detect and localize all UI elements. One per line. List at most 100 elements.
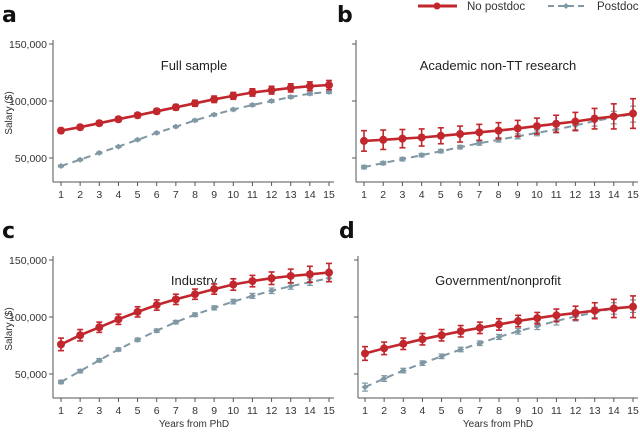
x-tick-label: 14 <box>304 189 316 201</box>
x-tick-label: 9 <box>211 405 217 417</box>
x-tick-label: 9 <box>515 189 521 201</box>
x-tick-label: 15 <box>627 405 639 417</box>
data-point-postdoc <box>248 101 256 108</box>
x-tick-label: 13 <box>589 405 601 417</box>
x-tick-label: 4 <box>116 189 122 201</box>
x-tick-label: 8 <box>192 405 198 417</box>
x-tick-label: 11 <box>247 405 258 417</box>
x-tick-label: 1 <box>58 405 64 417</box>
y-axis-label: Salary ($) <box>4 307 15 350</box>
data-point-no-postdoc <box>248 88 257 97</box>
panel-c: c Industry Salary ($) Years from PhD 50,… <box>2 219 335 430</box>
series-line-postdoc <box>60 90 330 167</box>
panel-b: b Academic non-TT research 1 2 3 4 5 6 7 8 9 10 11… <box>337 3 639 201</box>
data-point-postdoc <box>379 160 387 167</box>
x-tick-label: 8 <box>496 189 502 201</box>
y-tick-label: 50,000 <box>15 153 47 165</box>
data-point-postdoc <box>287 94 295 101</box>
data-point-postdoc <box>475 140 483 147</box>
data-point-no-postdoc <box>360 136 368 145</box>
data-point-postdoc <box>380 375 388 382</box>
legend-postdoc-label: Postdoc <box>597 1 639 13</box>
data-point-no-postdoc <box>57 126 65 135</box>
data-point-no-postdoc <box>248 277 257 286</box>
data-point-no-postdoc <box>57 340 65 349</box>
data-point-postdoc <box>268 287 276 294</box>
x-tick-label: 14 <box>608 405 620 417</box>
data-point-no-postdoc <box>514 316 523 325</box>
data-point-no-postdoc <box>114 115 123 124</box>
x-tick-label: 10 <box>531 405 543 417</box>
data-point-no-postdoc <box>325 268 333 277</box>
y-tick-label: 50,000 <box>15 369 47 381</box>
data-point-postdoc <box>76 156 84 163</box>
data-point-postdoc <box>495 333 503 340</box>
x-tick-label: 5 <box>438 189 444 201</box>
x-tick-label: 3 <box>400 189 406 201</box>
x-tick-label: 5 <box>135 189 141 201</box>
data-point-no-postdoc <box>609 112 618 121</box>
data-point-postdoc <box>57 378 65 385</box>
legend-no-postdoc-marker <box>433 2 441 10</box>
data-point-postdoc <box>191 311 199 318</box>
x-tick-label: 9 <box>211 189 217 201</box>
data-point-no-postdoc <box>571 117 580 126</box>
data-point-no-postdoc <box>76 123 85 132</box>
data-point-postdoc <box>306 90 314 97</box>
data-point-no-postdoc <box>171 295 180 304</box>
data-point-postdoc <box>268 98 276 104</box>
data-point-postdoc <box>172 123 180 130</box>
data-point-postdoc <box>134 136 142 143</box>
x-tick-label: 6 <box>458 405 464 417</box>
data-point-postdoc <box>398 156 406 163</box>
x-tick-label: 8 <box>496 405 502 417</box>
data-point-postdoc <box>360 164 368 171</box>
x-tick-label: 1 <box>362 405 368 417</box>
x-tick-label: 5 <box>439 405 445 417</box>
legend: No postdoc Postdoc <box>418 1 639 13</box>
x-tick-label: 14 <box>304 405 316 417</box>
data-point-no-postdoc <box>305 82 314 91</box>
panel-label-d: d <box>339 219 355 244</box>
data-point-no-postdoc <box>629 302 637 311</box>
data-point-no-postdoc <box>533 314 542 323</box>
data-point-postdoc <box>248 292 256 299</box>
x-axis-label: Years from PhD <box>159 419 229 430</box>
x-tick-label: 15 <box>323 405 335 417</box>
x-tick-label: 4 <box>420 405 426 417</box>
data-point-no-postdoc <box>361 349 369 358</box>
x-tick-label: 5 <box>135 405 141 417</box>
data-point-no-postdoc <box>436 131 445 140</box>
data-point-no-postdoc <box>76 331 85 340</box>
data-point-postdoc <box>76 368 84 375</box>
x-tick-label: 3 <box>400 405 406 417</box>
data-point-no-postdoc <box>191 99 199 108</box>
x-tick-label: 12 <box>266 189 278 201</box>
data-point-no-postdoc <box>286 83 295 92</box>
data-point-postdoc <box>191 117 199 124</box>
y-tick-label: 150,000 <box>9 39 47 51</box>
panel-label-c: c <box>2 219 15 244</box>
x-tick-label: 15 <box>323 189 335 201</box>
panel-label-a: a <box>2 3 17 28</box>
x-tick-label: 14 <box>608 189 620 201</box>
data-point-no-postdoc <box>417 133 426 142</box>
data-point-no-postdoc <box>494 126 503 135</box>
x-tick-label: 4 <box>116 405 122 417</box>
data-point-no-postdoc <box>325 81 333 90</box>
data-point-no-postdoc <box>114 315 123 324</box>
data-point-no-postdoc <box>495 320 503 329</box>
x-tick-label: 2 <box>77 189 83 201</box>
x-tick-label: 13 <box>285 189 297 201</box>
x-tick-label: 7 <box>476 189 482 201</box>
panel-a: a Full sample Salary ($) 50,000100,00015… <box>2 3 335 201</box>
data-point-no-postdoc <box>133 111 142 120</box>
data-point-no-postdoc <box>437 331 446 340</box>
data-point-postdoc <box>134 336 142 343</box>
data-point-no-postdoc <box>210 285 219 294</box>
data-point-postdoc <box>229 298 237 305</box>
data-point-no-postdoc <box>267 86 276 95</box>
data-point-no-postdoc <box>629 109 637 118</box>
data-point-no-postdoc <box>456 130 465 139</box>
